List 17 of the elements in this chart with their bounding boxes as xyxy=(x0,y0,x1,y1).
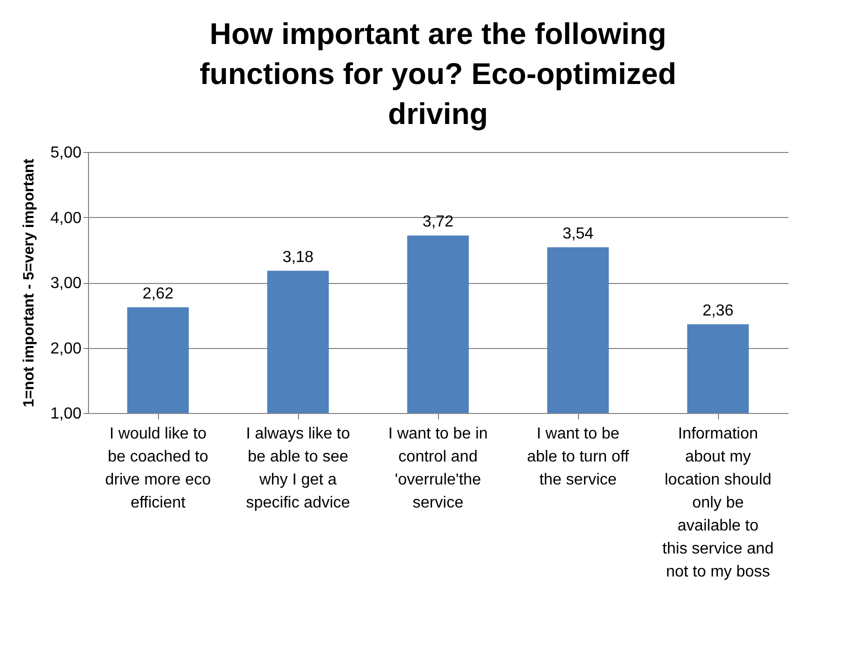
y-tick-label: 2,00 xyxy=(50,340,82,358)
y-tick-label: 4,00 xyxy=(50,210,82,227)
data-label: 2,36 xyxy=(702,302,734,320)
data-label: 3,72 xyxy=(422,214,454,231)
data-label: 3,18 xyxy=(282,248,314,266)
y-tick-label: 3,00 xyxy=(50,275,82,292)
x-tick-label: Information about my location should only be available to this service and not to my boss xyxy=(662,426,774,580)
x-tick-label: I want to be able to turn off the service xyxy=(527,426,630,488)
chart-title: How important are the following functions for you? Eco-optimized driving xyxy=(200,18,676,131)
data-label: 3,54 xyxy=(562,225,594,242)
x-tick-label: I always like to be able to see why I get a specific advice xyxy=(246,426,350,512)
y-tick-label: 1,00 xyxy=(50,406,82,422)
x-tick-label: I want to be in control and 'overrule'the service xyxy=(388,426,488,512)
y-axis-title: 1=not important - 5=very important xyxy=(20,158,38,408)
x-tick-label: I would like to be coached to drive more eco efficient xyxy=(105,426,212,512)
y-tick-label: 5,00 xyxy=(50,144,82,162)
data-label: 2,62 xyxy=(142,285,174,302)
